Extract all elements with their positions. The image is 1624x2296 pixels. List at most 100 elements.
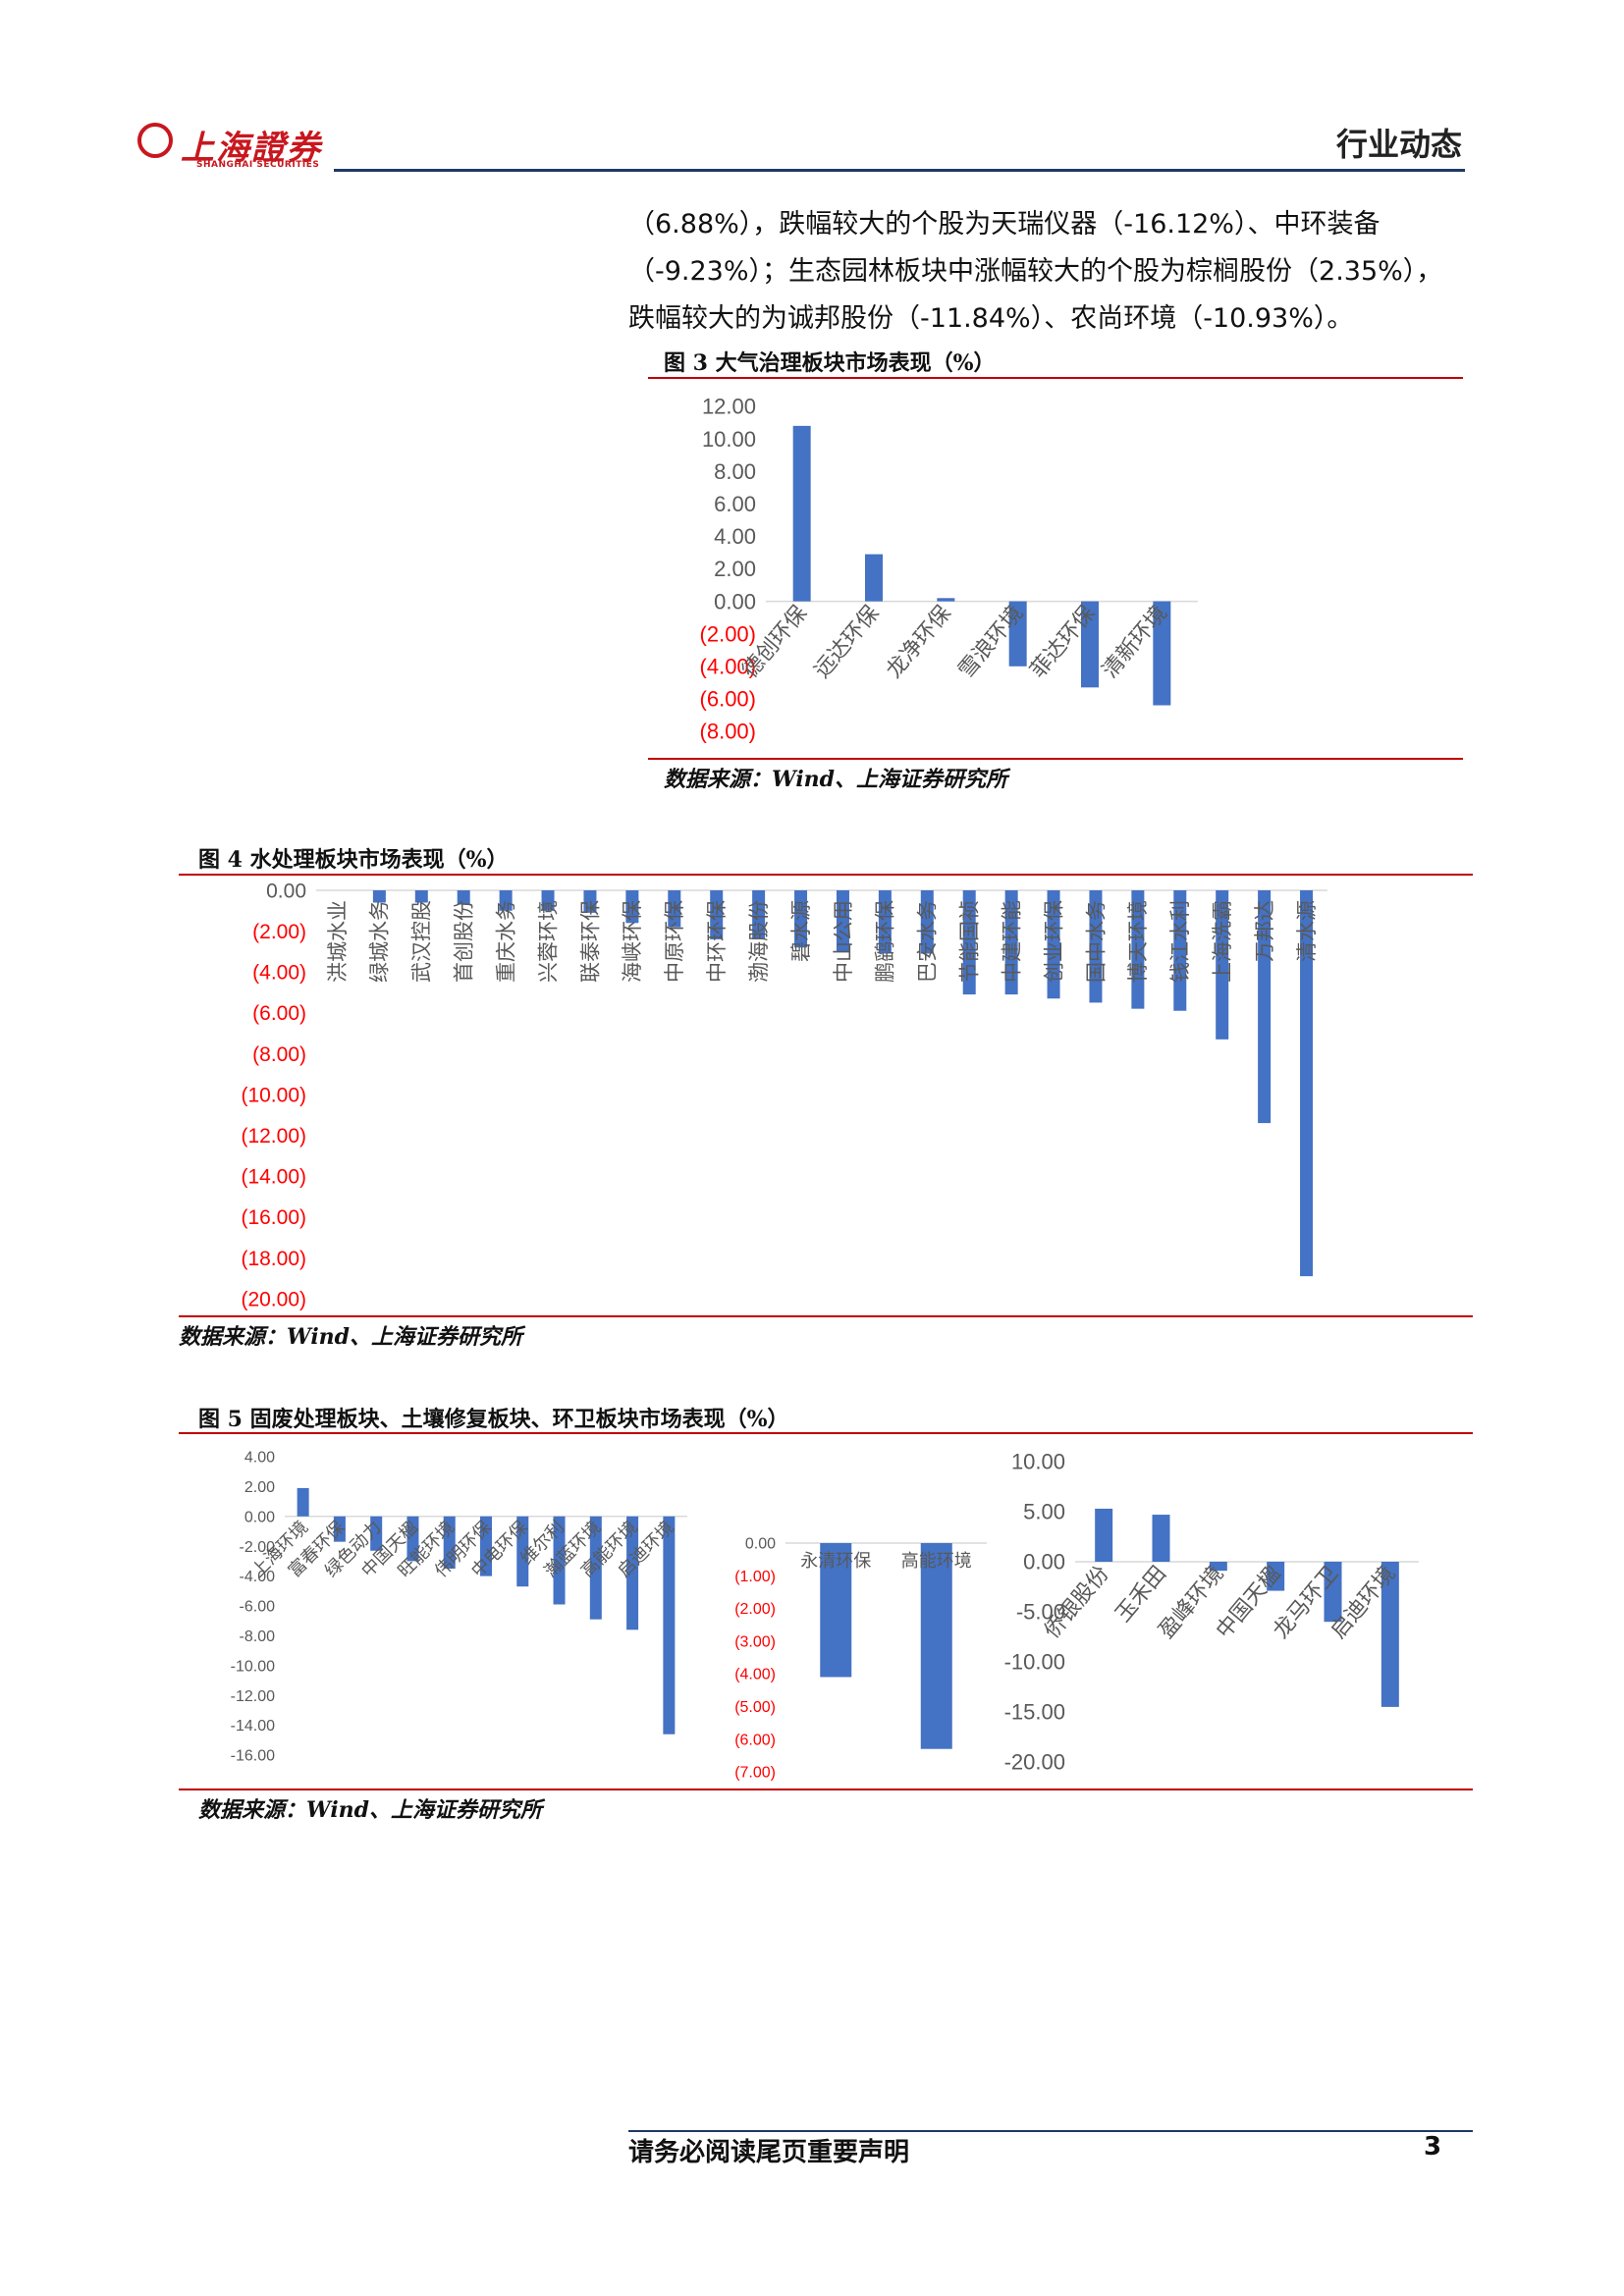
category-label: 博天环境 bbox=[1127, 900, 1150, 983]
bar bbox=[589, 1516, 602, 1620]
bar bbox=[541, 890, 555, 911]
bar bbox=[1081, 601, 1099, 688]
y-tick-label: -10.00 bbox=[231, 1658, 275, 1675]
category-label: 国中水务 bbox=[1085, 900, 1108, 983]
bar bbox=[1089, 890, 1103, 1003]
header-title: 行业动态 bbox=[1335, 126, 1462, 163]
footer-divider bbox=[628, 2130, 1473, 2132]
y-tick-label: (3.00) bbox=[734, 1633, 776, 1650]
bar bbox=[1258, 890, 1272, 1124]
category-label: 上海洗霸 bbox=[1212, 900, 1234, 983]
category-label: 节能国祯 bbox=[959, 900, 982, 983]
category-label: 碧水源 bbox=[790, 900, 813, 962]
figure-5-bottom-rule bbox=[179, 1789, 1473, 1790]
bar bbox=[820, 1543, 852, 1678]
category-label: 兴蓉环境 bbox=[537, 900, 560, 983]
y-tick-label: -5.00 bbox=[1016, 1600, 1065, 1625]
bar bbox=[663, 1516, 676, 1735]
bar bbox=[1004, 890, 1018, 995]
y-tick-label: -12.00 bbox=[231, 1688, 275, 1705]
category-label: 首创股份 bbox=[454, 900, 476, 983]
figure-4-top-rule bbox=[179, 874, 1473, 876]
bar bbox=[836, 890, 849, 952]
figure-3-caption: 图 3 大气治理板块市场表现（%） bbox=[664, 350, 996, 376]
y-tick-label: (2.00) bbox=[734, 1601, 776, 1618]
paragraph-line: （6.88%），跌幅较大的个股为天瑞仪器（-16.12%）、中环装备 bbox=[628, 209, 1380, 240]
paragraph-line: （-9.23%）；生态园林板块中涨幅较大的个股为棕榈股份（2.35%）， bbox=[628, 256, 1443, 287]
figure-4-caption: 图 4 水处理板块市场表现（%） bbox=[198, 847, 509, 873]
category-label: 钱江水利 bbox=[1169, 900, 1192, 983]
bar bbox=[865, 554, 883, 602]
bar bbox=[1153, 601, 1171, 706]
bar bbox=[1095, 1508, 1113, 1562]
page-header: 上海證券 SHANGHAI SECURITIES 行业动态 bbox=[0, 0, 1624, 177]
bar bbox=[1300, 890, 1314, 1277]
y-tick-label: 0.00 bbox=[266, 880, 306, 902]
bar bbox=[937, 598, 955, 602]
bar bbox=[1008, 601, 1027, 667]
y-tick-label: -8.00 bbox=[240, 1629, 276, 1645]
y-tick-label: (12.00) bbox=[241, 1125, 306, 1148]
bar bbox=[553, 1516, 566, 1605]
figure-5-solid-waste-chart: 4.00 2.00 0.00 -2.00 -4.00 -6.00 -8.00 -10.00 -1… bbox=[231, 1450, 687, 1765]
bar bbox=[297, 1487, 309, 1517]
bar bbox=[443, 1516, 456, 1569]
y-tick-label: 4.00 bbox=[244, 1450, 275, 1467]
figure-3-bottom-rule bbox=[648, 758, 1463, 760]
bar bbox=[333, 1516, 346, 1542]
y-tick-label: (14.00) bbox=[241, 1166, 306, 1189]
category-label: 创业环保 bbox=[1043, 900, 1065, 983]
y-tick-label: (6.00) bbox=[252, 1002, 306, 1025]
bar bbox=[516, 1516, 529, 1587]
figure-3-source: 数据来源：Wind、上海证券研究所 bbox=[664, 767, 1008, 792]
bar bbox=[370, 1516, 383, 1551]
bar bbox=[372, 890, 386, 903]
category-label: 远达环保 bbox=[809, 601, 884, 682]
y-tick-label: 6.00 bbox=[714, 492, 756, 516]
bar bbox=[1216, 890, 1229, 1040]
category-label: 重庆水务 bbox=[495, 900, 517, 983]
logo-text: 上海證券 bbox=[181, 129, 322, 168]
company-logo: 上海證券 SHANGHAI SECURITIES bbox=[137, 123, 334, 172]
bar bbox=[920, 890, 934, 954]
page-number: 3 bbox=[1424, 2132, 1442, 2162]
figure-5-source: 数据来源：Wind、上海证券研究所 bbox=[198, 1797, 543, 1823]
y-tick-label: 2.00 bbox=[244, 1479, 275, 1496]
figure-5-soil-remediation-chart: 0.00 (1.00) (2.00) (3.00) (4.00) (5.00) (6.00)… bbox=[734, 1536, 987, 1782]
bar bbox=[583, 890, 597, 913]
figure-4-source: 数据来源：Wind、上海证券研究所 bbox=[179, 1324, 523, 1350]
bar bbox=[457, 890, 470, 905]
y-tick-label: (18.00) bbox=[241, 1248, 306, 1270]
y-tick-label: -20.00 bbox=[1004, 1750, 1065, 1775]
y-tick-label: (4.00) bbox=[700, 655, 756, 679]
y-tick-label: (8.00) bbox=[252, 1043, 306, 1066]
y-tick-label: 0.00 bbox=[714, 589, 756, 614]
figure-4-chart: 0.00 (2.00) (4.00) (6.00) (8.00) (10.00) (12.0… bbox=[241, 880, 1327, 1310]
bar bbox=[962, 890, 976, 995]
y-tick-label: -15.00 bbox=[1004, 1700, 1065, 1725]
y-tick-label: -2.00 bbox=[240, 1539, 276, 1556]
bar bbox=[1047, 890, 1060, 999]
y-tick-label: -16.00 bbox=[231, 1748, 275, 1765]
y-tick-label: 10.00 bbox=[1011, 1450, 1065, 1474]
logo-subtext: SHANGHAI SECURITIES bbox=[196, 160, 320, 170]
figure-5-caption: 图 5 固废处理板块、土壤修复板块、环卫板块市场表现（%） bbox=[198, 1407, 789, 1432]
y-tick-label: 10.00 bbox=[702, 427, 756, 452]
y-tick-label: (16.00) bbox=[241, 1206, 306, 1229]
figure-4-bottom-rule bbox=[179, 1315, 1473, 1317]
bar bbox=[878, 890, 892, 954]
footer-disclaimer: 请务必阅读尾页重要声明 bbox=[628, 2138, 910, 2167]
bar bbox=[920, 1543, 952, 1749]
bar bbox=[794, 890, 808, 948]
category-label: 渤海股份 bbox=[748, 900, 771, 983]
y-tick-label: -10.00 bbox=[1004, 1650, 1065, 1675]
bar bbox=[792, 425, 811, 602]
y-tick-label: (4.00) bbox=[734, 1667, 776, 1683]
bar bbox=[710, 890, 724, 939]
figure-5-top-rule bbox=[179, 1432, 1473, 1434]
bar bbox=[480, 1516, 492, 1576]
y-tick-label: 4.00 bbox=[714, 524, 756, 549]
category-label: 清水源 bbox=[1296, 900, 1319, 962]
bar bbox=[626, 1516, 639, 1630]
bar bbox=[1324, 1562, 1342, 1623]
